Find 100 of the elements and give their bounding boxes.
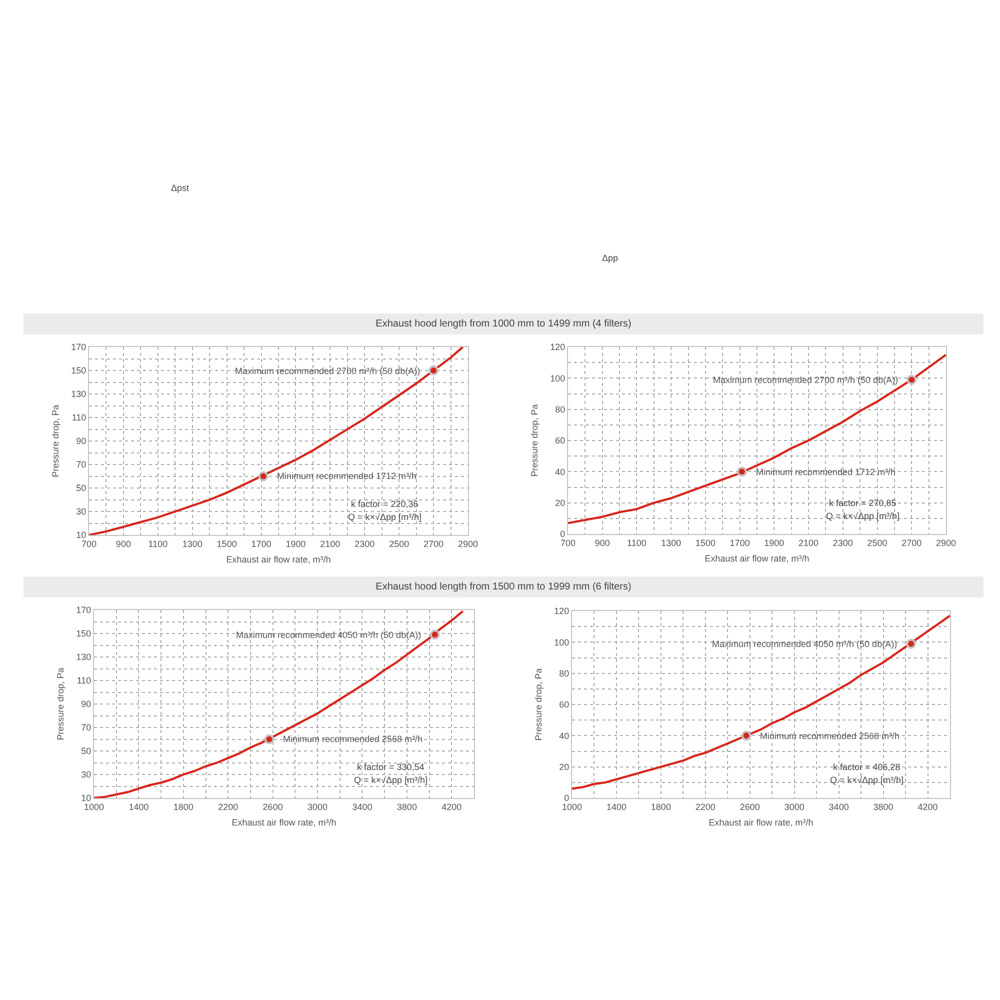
x-tick-label: 1700 (251, 538, 272, 549)
y-tick-label: 100 (554, 637, 570, 648)
y-tick-label: 150 (71, 366, 86, 376)
text: Δpp (602, 253, 618, 263)
x-tick-label: 3000 (784, 802, 804, 812)
annotation: k factor = 220,36 (351, 499, 418, 509)
x-tick-label: 1000 (562, 802, 582, 812)
x-tick-label: 2200 (218, 802, 238, 812)
y-tick-label: 70 (76, 460, 86, 470)
x-tick-label: 900 (116, 538, 131, 549)
annotation: Minimum recommended 2568 m³/h (283, 734, 423, 744)
y-tick-label: 100 (550, 373, 566, 384)
x-tick-label: 900 (594, 538, 610, 548)
line-series (568, 354, 946, 524)
x-tick-label: 2600 (740, 802, 760, 812)
y-axis-title: Pressure drop, Pa (530, 404, 540, 477)
y-tick-label: 40 (559, 730, 570, 741)
line-series (89, 347, 464, 535)
y-axis-title: Pressure drop, Pa (56, 668, 66, 740)
y-tick-label: 0 (560, 529, 566, 540)
x-tick-label: 1900 (764, 538, 784, 548)
y-tick-label: 60 (555, 436, 566, 446)
x-tick-label: 4200 (918, 802, 938, 812)
y-tick-label: 120 (550, 342, 566, 352)
x-tick-label: 1100 (627, 538, 646, 548)
x-tick-label: 2500 (389, 538, 410, 549)
x-tick-label: 2700 (424, 538, 444, 549)
y-tick-label: 20 (559, 762, 570, 772)
y-tick-label: 90 (76, 436, 86, 446)
y-tick-label: 120 (554, 606, 570, 616)
x-tick-label: 2500 (867, 538, 888, 548)
x-tick-label: 2300 (832, 538, 853, 548)
x-tick-label: 2200 (695, 802, 716, 812)
y-tick-label: 170 (76, 605, 92, 616)
annotation: Minimum recommended 1712 m³/h (277, 471, 417, 481)
x-tick-label: 1400 (128, 802, 149, 812)
y-tick-label: 130 (71, 389, 86, 400)
x-tick-label: 2600 (262, 802, 283, 812)
x-tick-label: 2100 (320, 538, 340, 549)
x-tick-label: 2900 (936, 538, 956, 548)
y-tick-label: 50 (76, 483, 86, 494)
x-tick-label: 2300 (354, 538, 375, 549)
y-tick-label: 150 (76, 628, 92, 639)
x-tick-label: 1800 (173, 802, 194, 812)
y-tick-label: 30 (81, 770, 92, 780)
y-tick-label: 10 (81, 793, 92, 804)
y-axis-title: Pressure drop, Pa (50, 404, 61, 478)
x-axis-title: Exhaust air flow rate, m³/h (226, 554, 331, 565)
x-tick-label: 2900 (458, 538, 478, 549)
annotation: k factor = 270,85 (829, 498, 896, 508)
annotation: Maximum recommended 2700 m³/h (50 db(A)) (713, 375, 898, 385)
x-tick-label: 3400 (828, 802, 849, 812)
line-series (94, 610, 464, 798)
annotation: Q = k×√Δpp [m³/h] (826, 511, 900, 521)
y-tick-label: 90 (81, 699, 92, 710)
y-tick-label: 0 (564, 793, 570, 804)
y-tick-label: 50 (81, 746, 92, 756)
y-tick-label: 80 (555, 404, 566, 414)
y-tick-label: 20 (555, 498, 566, 508)
annotation: Q = k×√Δpp [m³/h] (348, 512, 422, 522)
annotation: Maximum recommended 2700 m³/h (50 db(A)) (235, 366, 420, 376)
x-tick-label: 1700 (730, 538, 750, 548)
x-tick-label: 3400 (352, 802, 372, 812)
y-tick-label: 10 (76, 530, 86, 540)
x-tick-label: 2700 (902, 538, 922, 548)
x-tick-label: 3800 (873, 802, 894, 812)
y-tick-label: 70 (81, 722, 92, 733)
annotation: Maximum recommended 4050 m³/h (50 db(A)) (712, 639, 898, 649)
y-tick-label: 30 (76, 506, 86, 517)
annotation: Minimum recommended 1712 m³/h (756, 467, 896, 477)
x-axis-title: Exhaust air flow rate, m³/h (232, 818, 336, 828)
y-tick-label: 130 (76, 652, 92, 662)
y-tick-label: 170 (71, 342, 86, 352)
x-tick-label: 1500 (216, 538, 237, 549)
x-tick-label: 1900 (286, 538, 306, 549)
y-tick-label: 60 (559, 700, 570, 710)
y-tick-label: 110 (72, 412, 86, 423)
y-tick-label: 80 (559, 668, 570, 678)
x-tick-label: 3000 (308, 802, 328, 812)
annotation: Minimum recommended 2568 m³/h (760, 731, 900, 741)
annotation: Q = k×√Δpp [m³/h] (830, 775, 904, 785)
x-tick-label: 3800 (396, 802, 417, 812)
x-tick-label: 1400 (606, 802, 626, 812)
x-tick-label: 2100 (798, 538, 819, 548)
x-tick-label: 1000 (84, 802, 104, 812)
annotation: k factor = 406,28 (833, 762, 900, 772)
annotation: Q = k×√Δpp [m³/h] (354, 775, 428, 785)
y-tick-label: 110 (76, 676, 92, 686)
annotation: Maximum recommended 4050 m³/h (50 db(A)) (236, 630, 422, 640)
x-tick-label: 1500 (695, 538, 716, 548)
text: Exhaust hood length from 1000 mm to 1499 mm (4 filters) (376, 318, 632, 330)
x-tick-label: 1300 (661, 538, 682, 548)
annotation: k factor = 330,54 (357, 762, 424, 772)
line-series (572, 614, 950, 790)
x-tick-label: 700 (81, 538, 97, 549)
x-axis-title: Exhaust air flow rate, m³/h (704, 554, 810, 564)
text: Δpst (171, 183, 190, 193)
x-tick-label: 700 (560, 538, 576, 548)
x-tick-label: 1800 (650, 802, 671, 812)
x-tick-label: 1300 (182, 538, 202, 549)
